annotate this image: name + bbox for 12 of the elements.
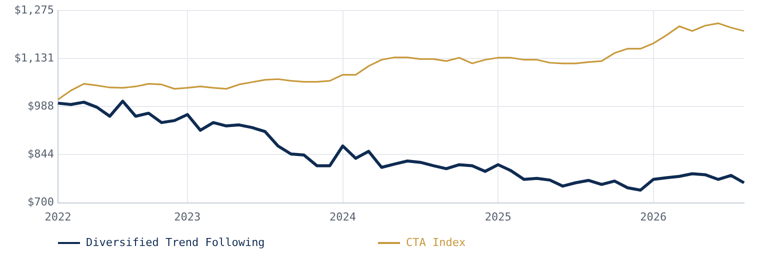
y-tick-label: $844 <box>28 148 54 161</box>
x-tick-label: 2023 <box>174 210 201 224</box>
y-tick-label: $1,131 <box>14 52 54 65</box>
y-tick-label: $988 <box>28 99 54 112</box>
y-tick-label: $700 <box>28 196 54 209</box>
x-tick-label: 2026 <box>640 210 667 224</box>
legend-label: CTA Index <box>406 236 466 249</box>
legend-label: Diversified Trend Following <box>86 236 265 249</box>
y-tick-label: $1,275 <box>14 3 54 16</box>
x-tick-label: 2025 <box>484 210 512 224</box>
x-tick-label: 2024 <box>330 210 356 224</box>
x-tick-label: 2022 <box>44 210 72 224</box>
